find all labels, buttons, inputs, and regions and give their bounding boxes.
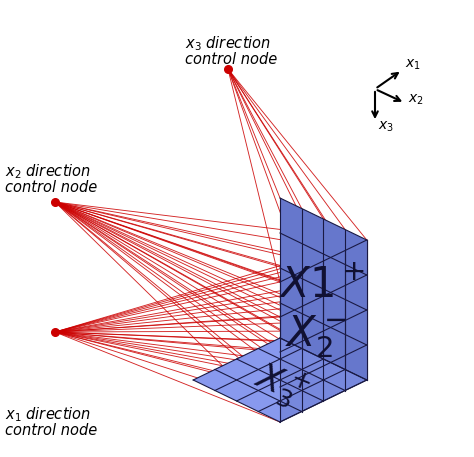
Text: $x_3$: $x_3$ — [378, 120, 394, 134]
Polygon shape — [193, 338, 367, 422]
Text: $x_3$ direction: $x_3$ direction — [185, 34, 271, 53]
Text: $x_2$ direction: $x_2$ direction — [5, 162, 91, 181]
Text: $X_3^+$: $X_3^+$ — [248, 354, 315, 415]
Text: $x_2$: $x_2$ — [408, 93, 424, 107]
Text: control node: control node — [185, 52, 277, 67]
Text: $x_1$: $x_1$ — [405, 58, 421, 73]
Text: control node: control node — [5, 180, 97, 195]
Text: $X1^+$: $X1^+$ — [279, 264, 365, 306]
Text: $X_2^-$: $X_2^-$ — [285, 314, 347, 361]
Polygon shape — [280, 198, 367, 380]
Text: control node: control node — [5, 423, 97, 438]
Text: $x_1$ direction: $x_1$ direction — [5, 405, 91, 424]
Polygon shape — [280, 240, 367, 422]
